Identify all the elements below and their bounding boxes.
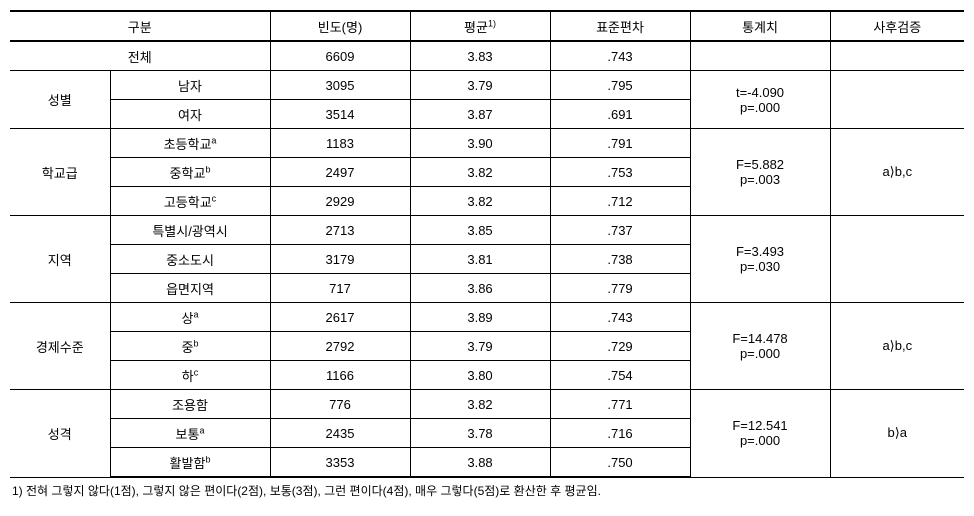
cell-posthoc: a⟩b,c xyxy=(830,129,964,216)
cell-sd: .750 xyxy=(550,448,690,478)
table-row: 성격조용함7763.82.771F=12.541p=.000b⟩a xyxy=(10,390,964,419)
cell-freq: 2435 xyxy=(270,419,410,448)
cell-posthoc: a⟩b,c xyxy=(830,303,964,390)
footnote: 1) 전혀 그렇지 않다(1점), 그렇지 않은 편이다(2점), 보통(3점)… xyxy=(10,482,964,499)
cell-mean: 3.86 xyxy=(410,274,550,303)
cell-sd: .753 xyxy=(550,158,690,187)
cell-posthoc xyxy=(830,41,964,71)
cell-row-label: 읍면지역 xyxy=(110,274,270,303)
cell-mean: 3.82 xyxy=(410,158,550,187)
cell-row-label: 중소도시 xyxy=(110,245,270,274)
cell-mean: 3.81 xyxy=(410,245,550,274)
table-row: 전체66093.83.743 xyxy=(10,41,964,71)
cell-stat: F=5.882p=.003 xyxy=(690,129,830,216)
cell-freq: 1183 xyxy=(270,129,410,158)
cell-row-label: 보통a xyxy=(110,419,270,448)
cell-sd: .754 xyxy=(550,361,690,390)
header-posthoc: 사후검증 xyxy=(830,11,964,41)
table-row: 학교급초등학교a11833.90.791F=5.882p=.003a⟩b,c xyxy=(10,129,964,158)
cell-stat: F=12.541p=.000 xyxy=(690,390,830,478)
cell-row-label: 중b xyxy=(110,332,270,361)
cell-freq: 2929 xyxy=(270,187,410,216)
cell-stat: F=14.478p=.000 xyxy=(690,303,830,390)
cell-sd: .737 xyxy=(550,216,690,245)
cell-mean: 3.89 xyxy=(410,303,550,332)
cell-group-name: 학교급 xyxy=(10,129,110,216)
header-category: 구분 xyxy=(10,11,270,41)
cell-mean: 3.79 xyxy=(410,332,550,361)
cell-sd: .791 xyxy=(550,129,690,158)
cell-mean: 3.80 xyxy=(410,361,550,390)
cell-mean: 3.85 xyxy=(410,216,550,245)
cell-row-label: 조용함 xyxy=(110,390,270,419)
cell-sd: .729 xyxy=(550,332,690,361)
cell-freq: 717 xyxy=(270,274,410,303)
stats-table: 구분 빈도(명) 평균1) 표준편차 통계치 사후검증 전체66093.83.7… xyxy=(10,10,964,478)
cell-sd: .771 xyxy=(550,390,690,419)
cell-mean: 3.90 xyxy=(410,129,550,158)
cell-row-label: 하c xyxy=(110,361,270,390)
cell-mean: 3.78 xyxy=(410,419,550,448)
cell-freq: 3353 xyxy=(270,448,410,478)
cell-row-label: 초등학교a xyxy=(110,129,270,158)
cell-freq: 2713 xyxy=(270,216,410,245)
cell-row-label: 특별시/광역시 xyxy=(110,216,270,245)
cell-stat: t=-4.090p=.000 xyxy=(690,71,830,129)
cell-posthoc: b⟩a xyxy=(830,390,964,478)
cell-mean: 3.82 xyxy=(410,390,550,419)
cell-mean: 3.87 xyxy=(410,100,550,129)
cell-row-label: 고등학교c xyxy=(110,187,270,216)
cell-row-label: 상a xyxy=(110,303,270,332)
cell-sd: .691 xyxy=(550,100,690,129)
cell-sd: .795 xyxy=(550,71,690,100)
cell-freq: 3514 xyxy=(270,100,410,129)
cell-freq: 1166 xyxy=(270,361,410,390)
cell-freq: 2497 xyxy=(270,158,410,187)
cell-group-name: 경제수준 xyxy=(10,303,110,390)
cell-sd: .738 xyxy=(550,245,690,274)
cell-mean: 3.79 xyxy=(410,71,550,100)
cell-stat: F=3.493p=.030 xyxy=(690,216,830,303)
cell-sd: .712 xyxy=(550,187,690,216)
cell-mean: 3.83 xyxy=(410,41,550,71)
table-row: 경제수준상a26173.89.743F=14.478p=.000a⟩b,c xyxy=(10,303,964,332)
cell-sd: .716 xyxy=(550,419,690,448)
cell-freq: 776 xyxy=(270,390,410,419)
cell-freq: 3179 xyxy=(270,245,410,274)
table-body: 전체66093.83.743성별남자30953.79.795t=-4.090p=… xyxy=(10,41,964,477)
cell-group-name: 지역 xyxy=(10,216,110,303)
cell-row-label: 여자 xyxy=(110,100,270,129)
cell-stat xyxy=(690,41,830,71)
cell-row-label: 활발함b xyxy=(110,448,270,478)
cell-mean: 3.88 xyxy=(410,448,550,478)
cell-group-name: 성별 xyxy=(10,71,110,129)
cell-row-label: 중학교b xyxy=(110,158,270,187)
cell-total-label: 전체 xyxy=(10,41,270,71)
cell-sd: .779 xyxy=(550,274,690,303)
header-stat: 통계치 xyxy=(690,11,830,41)
cell-sd: .743 xyxy=(550,303,690,332)
cell-posthoc xyxy=(830,71,964,129)
cell-sd: .743 xyxy=(550,41,690,71)
cell-freq: 6609 xyxy=(270,41,410,71)
header-mean: 평균1) xyxy=(410,11,550,41)
cell-row-label: 남자 xyxy=(110,71,270,100)
cell-freq: 3095 xyxy=(270,71,410,100)
table-row: 지역특별시/광역시27133.85.737F=3.493p=.030 xyxy=(10,216,964,245)
table-header: 구분 빈도(명) 평균1) 표준편차 통계치 사후검증 xyxy=(10,11,964,41)
cell-freq: 2617 xyxy=(270,303,410,332)
cell-mean: 3.82 xyxy=(410,187,550,216)
header-freq: 빈도(명) xyxy=(270,11,410,41)
table-row: 성별남자30953.79.795t=-4.090p=.000 xyxy=(10,71,964,100)
header-sd: 표준편차 xyxy=(550,11,690,41)
cell-posthoc xyxy=(830,216,964,303)
cell-group-name: 성격 xyxy=(10,390,110,478)
cell-freq: 2792 xyxy=(270,332,410,361)
